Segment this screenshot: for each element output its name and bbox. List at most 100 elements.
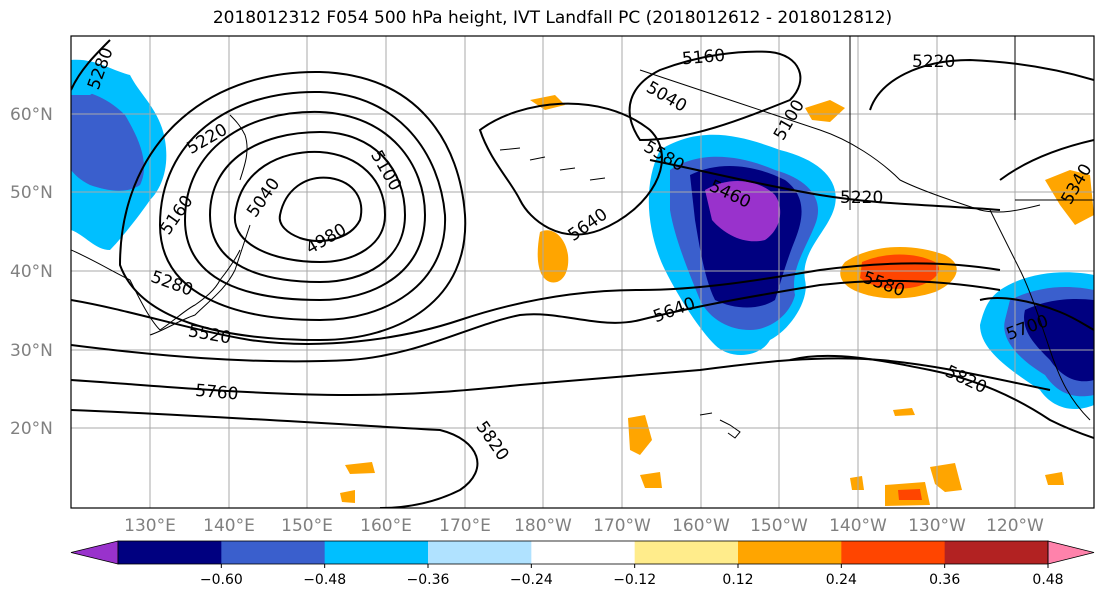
country-borders <box>849 36 1094 210</box>
coast-kamchatka <box>229 114 248 181</box>
contour-aleut-5220 <box>649 159 1001 211</box>
contour-label: 5100 <box>770 96 809 143</box>
pos-region-bering <box>530 95 565 110</box>
pos-region-south-2 <box>640 472 662 488</box>
contour-label: 5280 <box>148 267 195 301</box>
lon-label: 130°W <box>908 516 966 536</box>
lon-label: 180°W <box>514 516 572 536</box>
colorbar-extend-min <box>70 540 119 565</box>
map-area: 5280 5220 5160 5040 4980 5100 5280 5520 … <box>71 36 1094 508</box>
colorbar-tick-label: −0.48 <box>303 572 346 588</box>
colorbar-tick-label: −0.60 <box>200 572 243 588</box>
colorbar-tick-label: 0.24 <box>826 572 857 588</box>
contour-label: 4980 <box>303 220 350 259</box>
pos-region-south-3 <box>345 462 375 474</box>
contour-east-5820 <box>789 354 1094 439</box>
colorbar-tick-label: 0.12 <box>722 572 753 588</box>
pos-region-dateline <box>537 230 569 283</box>
colorbar-swatch <box>738 541 842 564</box>
coastlines <box>71 36 1094 439</box>
contour-5220 <box>158 90 447 322</box>
contour-lat-5760 <box>71 357 1051 397</box>
pos-region-south-1 <box>628 415 652 455</box>
contour-canada-5220 <box>869 58 1094 111</box>
colorbar-tick-label: −0.36 <box>407 572 450 588</box>
lon-label: 170°W <box>593 516 651 536</box>
pos-region-south-6 <box>930 463 962 492</box>
contour-4980 <box>278 176 363 242</box>
pos-region-south-8 <box>850 476 864 490</box>
colorbar-swatch <box>634 541 739 564</box>
coast-alaska <box>639 69 1041 213</box>
shading-layer <box>71 59 1094 506</box>
pos-region-alaska <box>805 100 845 122</box>
contour-label: 5760 <box>194 381 239 405</box>
colorbar-swatch <box>944 541 1049 564</box>
colorbar: −0.60 −0.48 −0.36 −0.24 −0.12 0.12 0.24 0.36 0.4… <box>70 540 1095 588</box>
contour-5040 <box>233 150 387 264</box>
colorbar-swatch <box>118 541 222 564</box>
pos-region-canada <box>1045 170 1094 225</box>
lon-label: 130°E <box>124 516 176 536</box>
lon-label: 150°W <box>750 516 808 536</box>
lat-label: 30°N <box>10 341 53 361</box>
contour-label: 5220 <box>840 188 883 208</box>
colorbar-tick-label: 0.48 <box>1032 572 1063 588</box>
height-contours <box>71 39 1094 508</box>
lon-label: 160°W <box>672 516 730 536</box>
contour-east-5700 <box>979 297 1094 331</box>
lon-label: 160°E <box>360 516 412 536</box>
map-frame <box>70 35 1095 509</box>
colorbar-tick-label: −0.12 <box>613 572 656 588</box>
contour-label: 5520 <box>187 321 233 348</box>
contour-label: 5040 <box>243 174 284 221</box>
neg-region-central-4 <box>705 180 781 242</box>
colorbar-extend-max <box>1047 540 1095 565</box>
coast-aleutians <box>499 147 606 181</box>
contour-label: 5640 <box>565 205 612 246</box>
lat-label: 50°N <box>10 183 53 203</box>
coast-namerica <box>989 209 1091 421</box>
lat-label: 40°N <box>10 262 53 282</box>
pos-region-south-7-inner <box>898 489 922 500</box>
pos-region-south-9 <box>1045 472 1064 485</box>
colorbar-swatch <box>221 541 326 564</box>
neg-region-west-inner <box>71 90 145 191</box>
contour-lat-5640 <box>71 279 1001 363</box>
contour-north-5640 <box>478 102 663 236</box>
contour-aleut-5160 <box>628 50 802 142</box>
contour-label: 5640 <box>651 294 698 328</box>
lon-label: 140°E <box>203 516 255 536</box>
contour-label: 5160 <box>681 46 726 70</box>
contour-label: 5220 <box>912 52 955 72</box>
colorbar-frame <box>117 540 1049 565</box>
colorbar-swatch <box>428 541 532 564</box>
colorbar-swatch <box>531 541 636 564</box>
contour-label: 5040 <box>643 78 690 117</box>
lon-axis: 130°E 140°E 150°E 160°E 170°E 180°W 170°… <box>124 516 1044 536</box>
contour-west-5280 <box>71 39 111 91</box>
contour-lat-5820 <box>71 409 479 508</box>
pos-region-south-4 <box>340 490 355 503</box>
lon-label: 150°E <box>281 516 333 536</box>
lon-label: 120°W <box>986 516 1044 536</box>
contour-label: 5820 <box>942 362 990 398</box>
lon-label: 140°W <box>829 516 887 536</box>
contour-5100 <box>208 130 407 284</box>
gridlines <box>71 36 1094 508</box>
lat-label: 20°N <box>10 419 53 439</box>
map-title: 2018012312 F054 500 hPa height, IVT Land… <box>212 8 893 28</box>
pos-region-south-5 <box>893 408 915 416</box>
colorbar-swatch <box>841 541 946 564</box>
coast-japan <box>159 249 241 331</box>
lat-label: 60°N <box>10 105 53 125</box>
colorbar-tick-label: 0.36 <box>929 572 960 588</box>
lon-label: 170°E <box>439 516 491 536</box>
coast-hawaii <box>699 412 741 439</box>
contour-canada-5340 <box>999 139 1094 181</box>
contour-label: 5100 <box>366 147 405 194</box>
lat-axis: 60°N 50°N 40°N 30°N 20°N <box>10 105 53 439</box>
colorbar-swatch <box>324 541 429 564</box>
contour-5160 <box>183 110 427 302</box>
